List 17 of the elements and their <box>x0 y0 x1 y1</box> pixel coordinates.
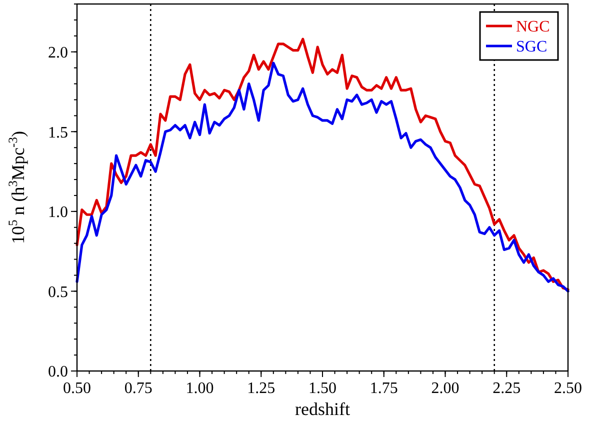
x-tick-label: 2.25 <box>492 380 521 397</box>
x-tick-label: 2.00 <box>431 380 460 397</box>
x-tick-label: 0.75 <box>124 380 152 397</box>
y-tick-label: 1.5 <box>48 124 68 142</box>
x-tick-label: 1.50 <box>308 380 336 397</box>
x-tick-label: 1.25 <box>247 380 276 397</box>
x-tick-label: 1.75 <box>370 380 398 397</box>
y-tick-label: 1.0 <box>48 204 68 222</box>
legend-label: NGC <box>516 18 550 36</box>
y-tick-label: 0.5 <box>48 284 68 301</box>
x-tick-label: 0.50 <box>63 380 91 397</box>
y-tick-label: 0.0 <box>48 364 68 381</box>
x-tick-label: 2.50 <box>554 380 582 397</box>
x-tick-label: 1.00 <box>186 380 214 397</box>
x-axis-title: redshift <box>295 399 350 419</box>
legend-label: SGC <box>516 38 548 56</box>
y-tick-label: 2.0 <box>48 44 68 62</box>
